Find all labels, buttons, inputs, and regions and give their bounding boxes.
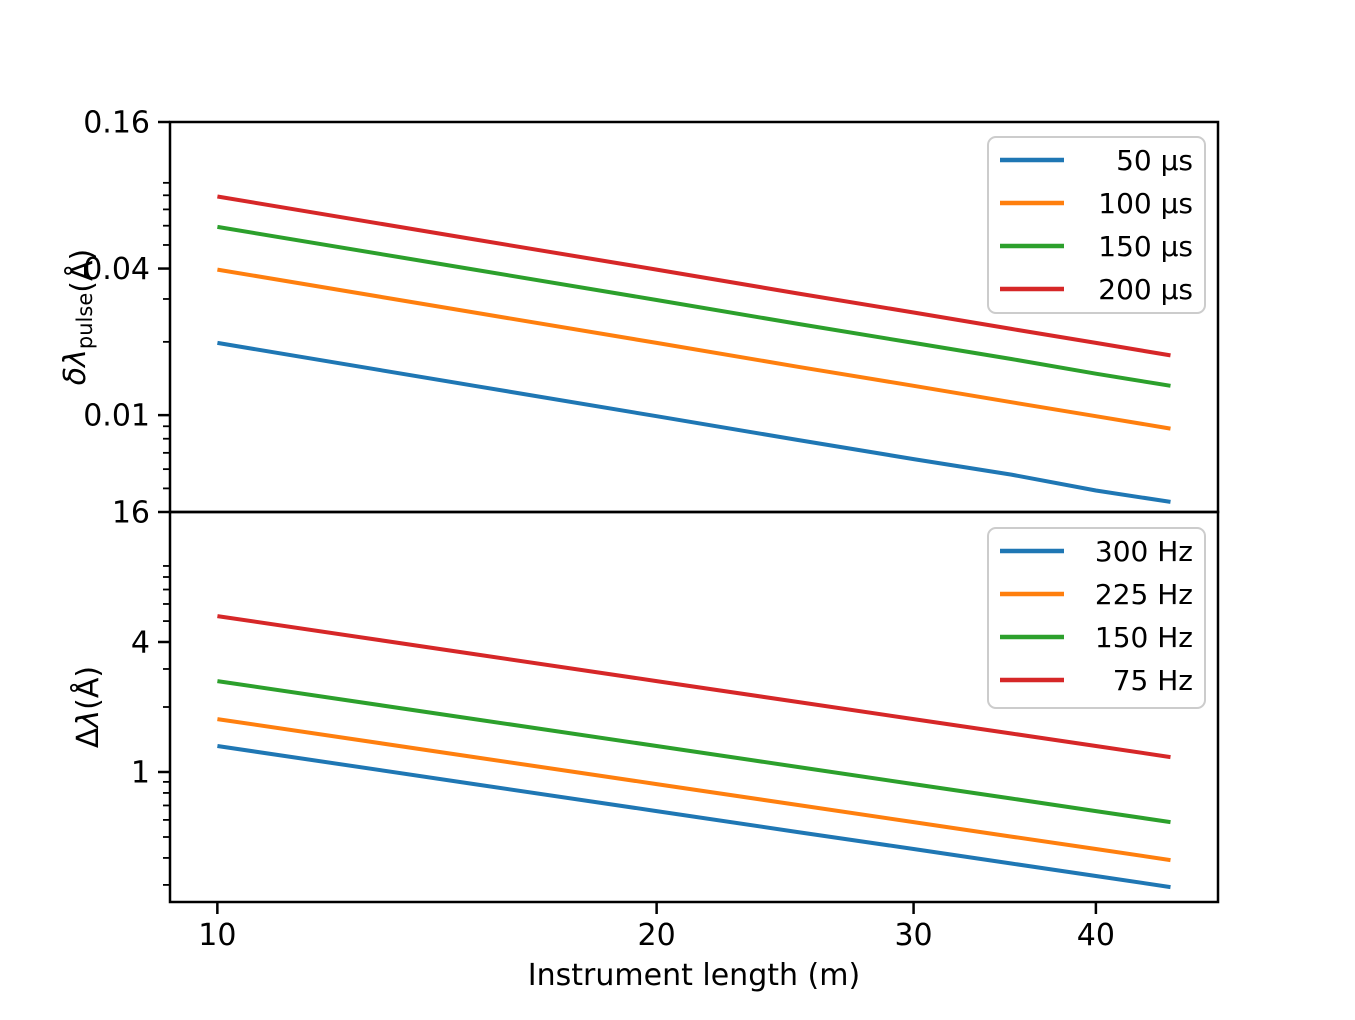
legend-label: 225 Hz (1095, 578, 1193, 611)
x-axis: 10 20 30 40 Instrument length (m) (198, 902, 1115, 993)
series-line-225-Hz (217, 717, 1171, 863)
series-line-100-µs (217, 267, 1171, 431)
legend-label: 75 Hz (1113, 664, 1193, 697)
series-line-75-Hz (217, 614, 1171, 760)
series-line-150-Hz (217, 679, 1171, 825)
y-tick-label: 4 (131, 626, 150, 661)
subplot-pulse-wavelength-resolution: 0.16 0.04 0.01 δλpulse(Å) (58, 106, 1220, 514)
y-tick-label: 0.16 (83, 106, 150, 141)
y-tick-label: 16 (112, 496, 150, 531)
legend-label: 50 µs (1116, 144, 1193, 177)
y-tick-label: 0.04 (83, 252, 150, 287)
y-axis-label: Δλ(Å) (70, 666, 106, 748)
subplot-wavelength-band: 16 4 1 Δλ(Å) (70, 496, 1220, 904)
x-axis-label: Instrument length (m) (528, 958, 860, 993)
series-line-200-µs (217, 194, 1171, 358)
plot-border (168, 510, 1220, 904)
y-tick-label: 1 (131, 756, 150, 791)
x-tick-label: 40 (1077, 918, 1115, 953)
legend: 50 µs 100 µs 150 µs 200 µs (987, 136, 1206, 314)
legend-label: 300 Hz (1095, 535, 1193, 568)
legend-label: 150 Hz (1095, 621, 1193, 654)
legend-label: 200 µs (1098, 273, 1193, 306)
x-tick-label: 30 (894, 918, 932, 953)
y-axis-label: δλpulse(Å) (58, 249, 100, 385)
legend-label: 150 µs (1098, 230, 1193, 263)
legend-box (987, 527, 1206, 709)
legend-box (987, 136, 1206, 314)
series-line-50-µs (217, 340, 1171, 504)
x-tick-label: 20 (638, 918, 676, 953)
series-line-150-µs (217, 224, 1171, 388)
x-tick-label: 10 (198, 918, 236, 953)
y-tick-label: 0.01 (83, 399, 150, 434)
legend-label: 100 µs (1098, 187, 1193, 220)
legend: 300 Hz 225 Hz 150 Hz 75 Hz (987, 527, 1206, 709)
series-line-300-Hz (217, 744, 1171, 890)
